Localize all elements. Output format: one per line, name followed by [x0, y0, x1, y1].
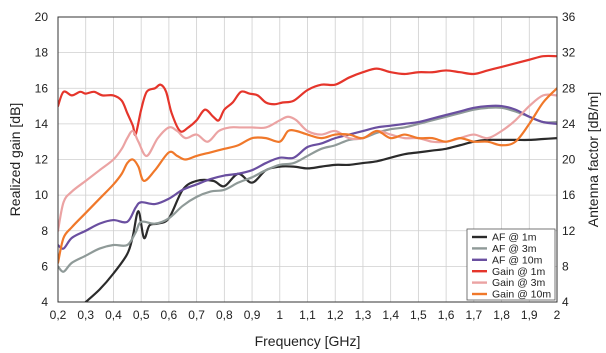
x-tick-label: 1,6 [438, 308, 455, 322]
y2-tick-label: 12 [562, 224, 576, 238]
x-tick-label: 0,8 [216, 308, 233, 322]
y-tick-label: 6 [41, 259, 48, 273]
x-tick-label: 0,2 [50, 308, 67, 322]
y2-tick-label: 28 [562, 81, 576, 95]
y2-tick-label: 20 [562, 153, 576, 167]
x-tick-label: 0,6 [161, 308, 178, 322]
legend-label: Gain @ 10m [492, 289, 551, 301]
x-tick-label: 0,3 [77, 308, 94, 322]
y-axis-title: Realized gain [dB] [7, 103, 23, 217]
x-axis-title: Frequency [GHz] [255, 333, 361, 349]
x-tick-label: 1 [276, 308, 283, 322]
series-layer [58, 54, 557, 302]
x-tick-label: 0,5 [133, 308, 150, 322]
plot-frame [57, 16, 558, 303]
x-tick-label: 2 [554, 308, 561, 322]
y-tick-label: 20 [35, 10, 49, 24]
y2-tick-labels: 4 8 12 16 20 24 28 32 36 [562, 10, 576, 309]
x-tick-label: 0,9 [244, 308, 261, 322]
x-tick-label: 1,9 [521, 308, 538, 322]
legend-label: AF @ 10m [492, 254, 543, 266]
y2-tick-label: 36 [562, 10, 576, 24]
x-tick-label: 1,4 [382, 308, 399, 322]
series-line-gain-10m [58, 87, 557, 264]
y-tick-labels: 4 6 8 10 12 14 16 18 20 [35, 10, 49, 309]
x-tick-label: 0,4 [105, 308, 122, 322]
y2-axis-title: Antenna factor [dB/m] [585, 92, 601, 227]
x-tick-label: 1,5 [410, 308, 427, 322]
series-line-af-3m [58, 106, 557, 273]
x-tick-label: 1,7 [465, 308, 482, 322]
series-line-af-10m [58, 104, 557, 250]
y2-tick-label: 4 [562, 295, 569, 309]
x-tick-label: 1,3 [355, 308, 372, 322]
y-tick-label: 16 [35, 81, 49, 95]
x-tick-label: 1,8 [493, 308, 510, 322]
y2-tick-label: 16 [562, 188, 576, 202]
legend-label: AF @ 1m [492, 232, 537, 244]
y2-tick-label: 8 [562, 259, 569, 273]
legend-box [466, 228, 556, 301]
legend-label: Gain @ 3m [492, 277, 546, 289]
y2-tick-label: 32 [562, 46, 576, 60]
legend-label: Gain @ 1m [492, 266, 546, 278]
x-tick-label: 0,7 [188, 308, 205, 322]
y-tick-label: 10 [35, 188, 49, 202]
y-tick-label: 18 [35, 46, 49, 60]
y-tick-label: 14 [35, 117, 49, 131]
x-tick-labels: 0,2 0,3 0,4 0,5 0,6 0,7 0,8 0,9 1 1,1 1,2 1,3 1,4 1,5… [50, 308, 561, 322]
legend-label: AF @ 3m [492, 243, 537, 255]
x-tick-label: 1,2 [327, 308, 344, 322]
y2-tick-label: 24 [562, 117, 576, 131]
y-tick-label: 12 [35, 153, 49, 167]
series-line-gain-1m [58, 54, 557, 137]
x-tick-label: 1,1 [299, 308, 316, 322]
y-tick-label: 8 [41, 224, 48, 238]
y-tick-label: 4 [41, 295, 48, 309]
